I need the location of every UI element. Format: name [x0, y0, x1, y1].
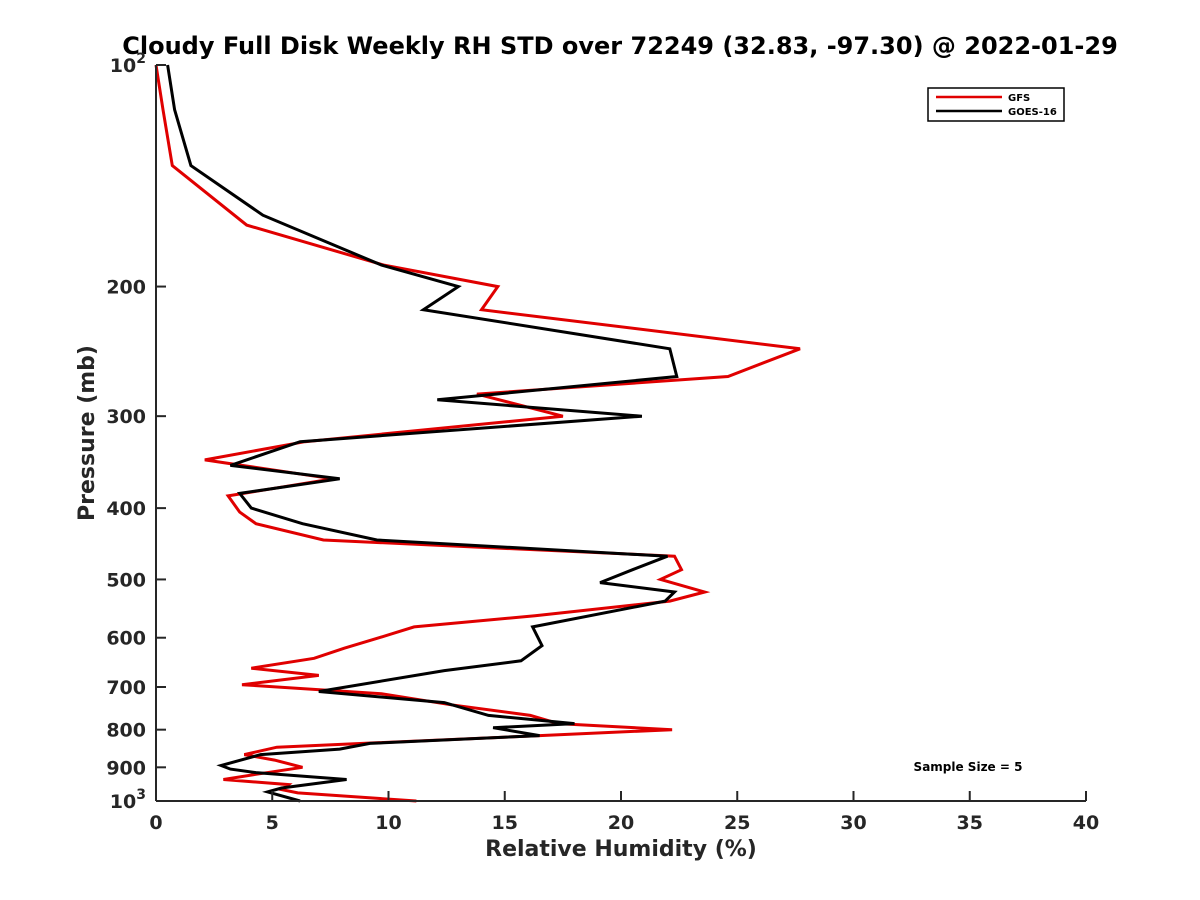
legend: GFS GOES-16: [927, 87, 1065, 122]
series-lines: [154, 64, 801, 803]
x-tick-label: 5: [266, 812, 279, 834]
legend-label-gfs: GFS: [1008, 93, 1030, 104]
x-tick-label: 15: [492, 812, 518, 834]
chart-title: Cloudy Full Disk Weekly RH STD over 7224…: [122, 32, 1118, 60]
y-tick-label: 900: [106, 757, 146, 779]
y-tick-label: 200: [106, 277, 146, 299]
legend-label-goes-16: GOES-16: [1008, 107, 1057, 118]
y-tick-label: 800: [106, 720, 146, 742]
x-tick-label: 35: [957, 812, 983, 834]
x-tick-label: 10: [375, 812, 401, 834]
y-tick-label: 102: [110, 51, 146, 77]
x-tick-label: 25: [724, 812, 750, 834]
y-ticks: 102 200 300 400 500 600 700 800 900 103: [106, 51, 166, 813]
y-tick-label: 103: [110, 787, 146, 813]
y-tick-label: 300: [106, 406, 146, 428]
x-axis-label: Relative Humidity (%): [485, 837, 757, 862]
series-line-goes-16: [166, 64, 679, 803]
x-tick-label: 40: [1073, 812, 1099, 834]
x-tick-label: 20: [608, 812, 634, 834]
y-tick-label: 400: [106, 498, 146, 520]
sample-size-annotation: Sample Size = 5: [914, 760, 1023, 774]
legend-box: [927, 87, 1065, 122]
x-tick-label: 30: [840, 812, 866, 834]
y-tick-label: 500: [106, 569, 146, 591]
y-axis-label: Pressure (mb): [75, 345, 100, 521]
x-tick-label: 0: [149, 812, 162, 834]
y-tick-label: 700: [106, 677, 146, 699]
y-tick-label: 600: [106, 628, 146, 650]
x-ticks: 0 5 10 15 20 25 30 35 40: [149, 791, 1099, 834]
